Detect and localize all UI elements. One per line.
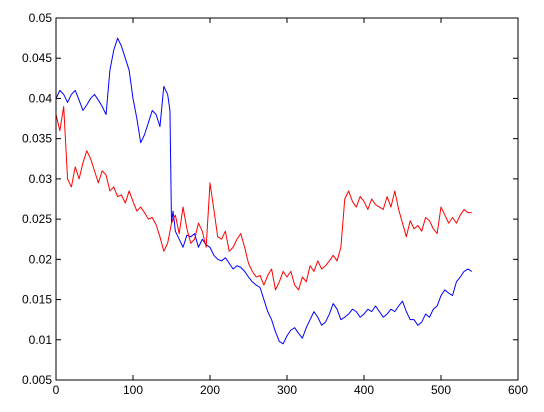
series-line-2 xyxy=(55,105,472,291)
plot-background xyxy=(56,18,518,380)
x-tick-label: 100 xyxy=(123,383,143,397)
y-tick-label: 0.04 xyxy=(29,91,53,105)
y-tick-label: 0.035 xyxy=(22,132,52,146)
y-tick-label: 0.01 xyxy=(29,333,53,347)
y-tick-label: 0.025 xyxy=(22,212,52,226)
y-tick-label: 0.05 xyxy=(29,11,53,25)
y-tick-label: 0.005 xyxy=(22,373,52,387)
x-tick-label: 400 xyxy=(354,383,374,397)
y-tick-label: 0.045 xyxy=(22,51,52,65)
x-tick-label: 500 xyxy=(431,383,451,397)
tick-layer: 0 100 200 300 400 500 600 0.005 0.01 0.015 0.02 0.0… xyxy=(22,11,528,397)
series-line-1 xyxy=(55,37,473,345)
x-tick-label: 600 xyxy=(508,383,528,397)
x-tick-label: 300 xyxy=(277,383,297,397)
series-layer xyxy=(55,37,473,345)
x-tick-label: 0 xyxy=(53,383,60,397)
x-tick-label: 200 xyxy=(200,383,220,397)
y-tick-label: 0.02 xyxy=(29,252,53,266)
y-tick-label: 0.015 xyxy=(22,293,52,307)
y-tick-label: 0.03 xyxy=(29,172,53,186)
